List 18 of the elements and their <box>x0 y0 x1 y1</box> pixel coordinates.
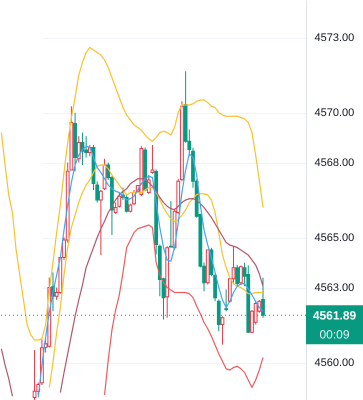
candlestick <box>224 289 228 312</box>
ref-line-label: 4561.89 <box>312 308 357 322</box>
line-series <box>48 164 264 388</box>
candlestick <box>239 265 243 286</box>
line-series <box>104 224 264 396</box>
line-series <box>0 46 264 341</box>
y-tick-label: 4573.00 <box>314 32 354 44</box>
candlestick <box>150 144 154 174</box>
candlestick <box>169 200 173 248</box>
y-tick-label: 4565.00 <box>314 232 354 244</box>
y-tick-label: 4568.00 <box>314 157 354 169</box>
candlestick <box>235 264 240 287</box>
y-tick-label: 4560.00 <box>314 357 354 369</box>
y-tick-label: 4570.00 <box>314 107 354 119</box>
candlestick <box>220 316 224 345</box>
y-tick-label: 4563.00 <box>314 282 354 294</box>
text: 00:09 <box>319 327 350 342</box>
candlestick <box>80 132 84 166</box>
